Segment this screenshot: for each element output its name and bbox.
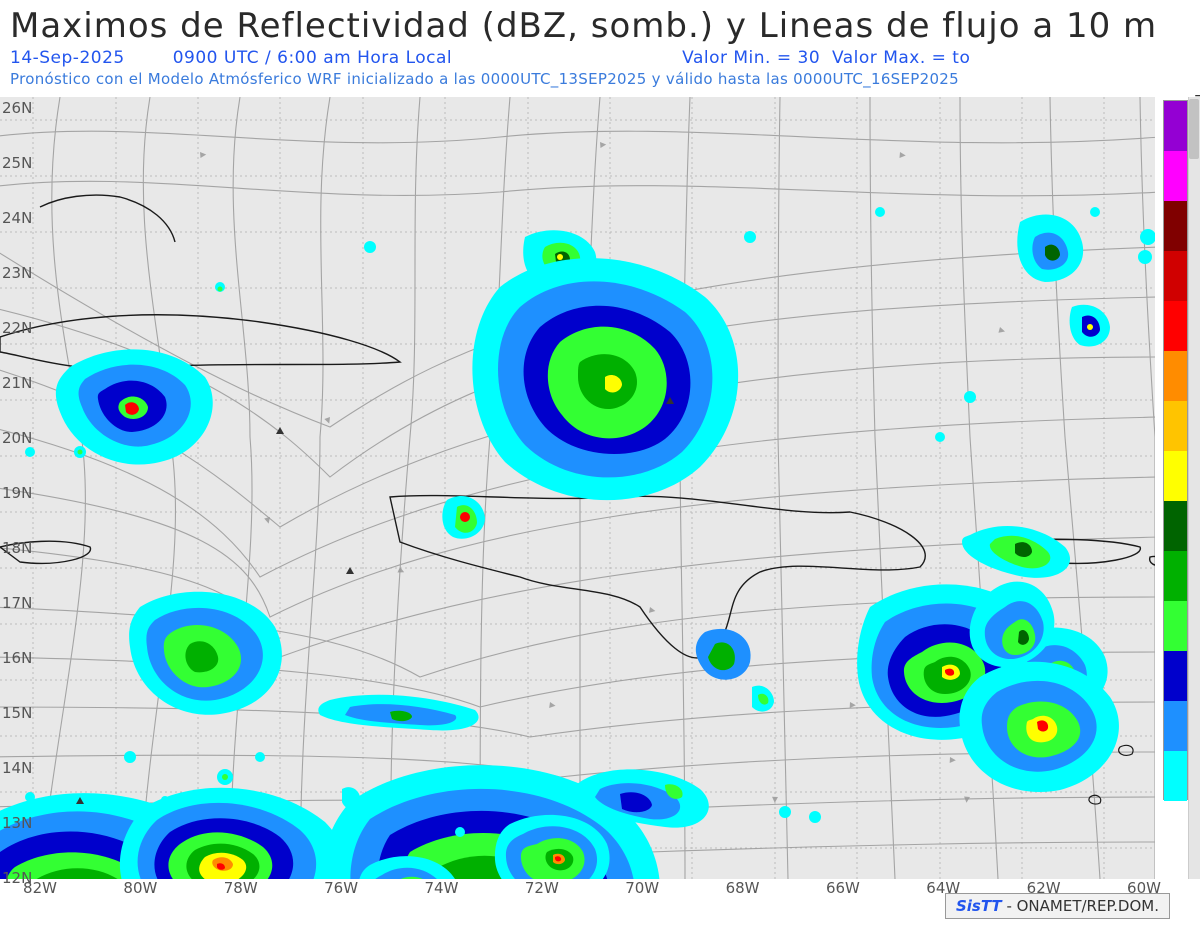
x-axis-tick-66W: 66W [826,879,860,897]
header-block: Maximos de Reflectividad (dBZ, somb.) y … [10,6,1190,96]
valor-min-label: Valor Min. = 30 [682,48,820,68]
x-axis-tick-72W: 72W [525,879,559,897]
subtitle-line: 14-Sep-2025 0900 UTC / 6:00 am Hora Loca… [10,48,1190,68]
y-axis-tick-14N: 14N [2,759,32,777]
y-axis-tick-24N: 24N [2,209,32,227]
y-axis-tick-17N: 17N [2,594,32,612]
weather-map-app: Maximos de Reflectividad (dBZ, somb.) y … [0,0,1200,927]
colorbar-segment-5 [1164,751,1187,801]
y-axis-tick-15N: 15N [2,704,32,722]
colorbar-segment-15 [1164,651,1187,701]
y-axis-tick-26N: 26N [2,99,32,117]
forecast-detail-line: Pronóstico con el Modelo Atmósferico WRF… [10,70,1190,88]
x-axis-tick-74W: 74W [424,879,458,897]
legend-separator: - [1006,897,1016,915]
x-axis-tick-76W: 76W [324,879,358,897]
colorbar-segment-55 [1164,251,1187,301]
colorbar-segment-45 [1164,351,1187,401]
y-axis-tick-25N: 25N [2,154,32,172]
legend-text: ONAMET/REP.DOM. [1017,897,1159,915]
page-title: Maximos de Reflectividad (dBZ, somb.) y … [10,6,1190,46]
colorbar-segment-10 [1164,701,1187,751]
colorbar-segment-35 [1164,451,1187,501]
colorbar-segment-70 [1164,101,1187,151]
x-axis-tick-68W: 68W [726,879,760,897]
y-axis-tick-20N: 20N [2,429,32,447]
colorbar-segment-20 [1164,601,1187,651]
x-axis-tick-82W: 82W [23,879,57,897]
y-axis-tick-16N: 16N [2,649,32,667]
forecast-date: 14-Sep-2025 [10,48,125,68]
map-scrollbar-track[interactable] [1188,97,1200,879]
y-axis-tick-18N: 18N [2,539,32,557]
y-axis-tick-13N: 13N [2,814,32,832]
legend-prefix: SisTT [956,897,1002,915]
source-legend: SisTT - ONAMET/REP.DOM. [945,893,1170,919]
colorbar-segment-25 [1164,551,1187,601]
colorbar-segment-50 [1164,301,1187,351]
y-axis-tick-19N: 19N [2,484,32,502]
x-axis-tick-70W: 70W [625,879,659,897]
valor-max-label: Valor Max. = to [832,48,970,68]
colorbar-segment-60 [1164,201,1187,251]
y-axis-labels: 26N 25N 24N 23N 22N 21N 20N 19N 18N 17N 16N 15N 14N 1… [0,97,60,879]
map-canvas[interactable] [0,97,1155,879]
x-axis-tick-78W: 78W [224,879,258,897]
reflectivity-colorbar[interactable]: 0510152025303540455055606570 [1163,100,1188,800]
colorbar-segment-40 [1164,401,1187,451]
colorbar-segment-65 [1164,151,1187,201]
forecast-time: 0900 UTC / 6:00 am Hora Local [173,48,452,68]
x-axis-tick-80W: 80W [123,879,157,897]
y-axis-tick-22N: 22N [2,319,32,337]
colorbar-segment-30 [1164,501,1187,551]
map-scrollbar-thumb[interactable] [1189,99,1199,159]
y-axis-tick-21N: 21N [2,374,32,392]
y-axis-tick-23N: 23N [2,264,32,282]
